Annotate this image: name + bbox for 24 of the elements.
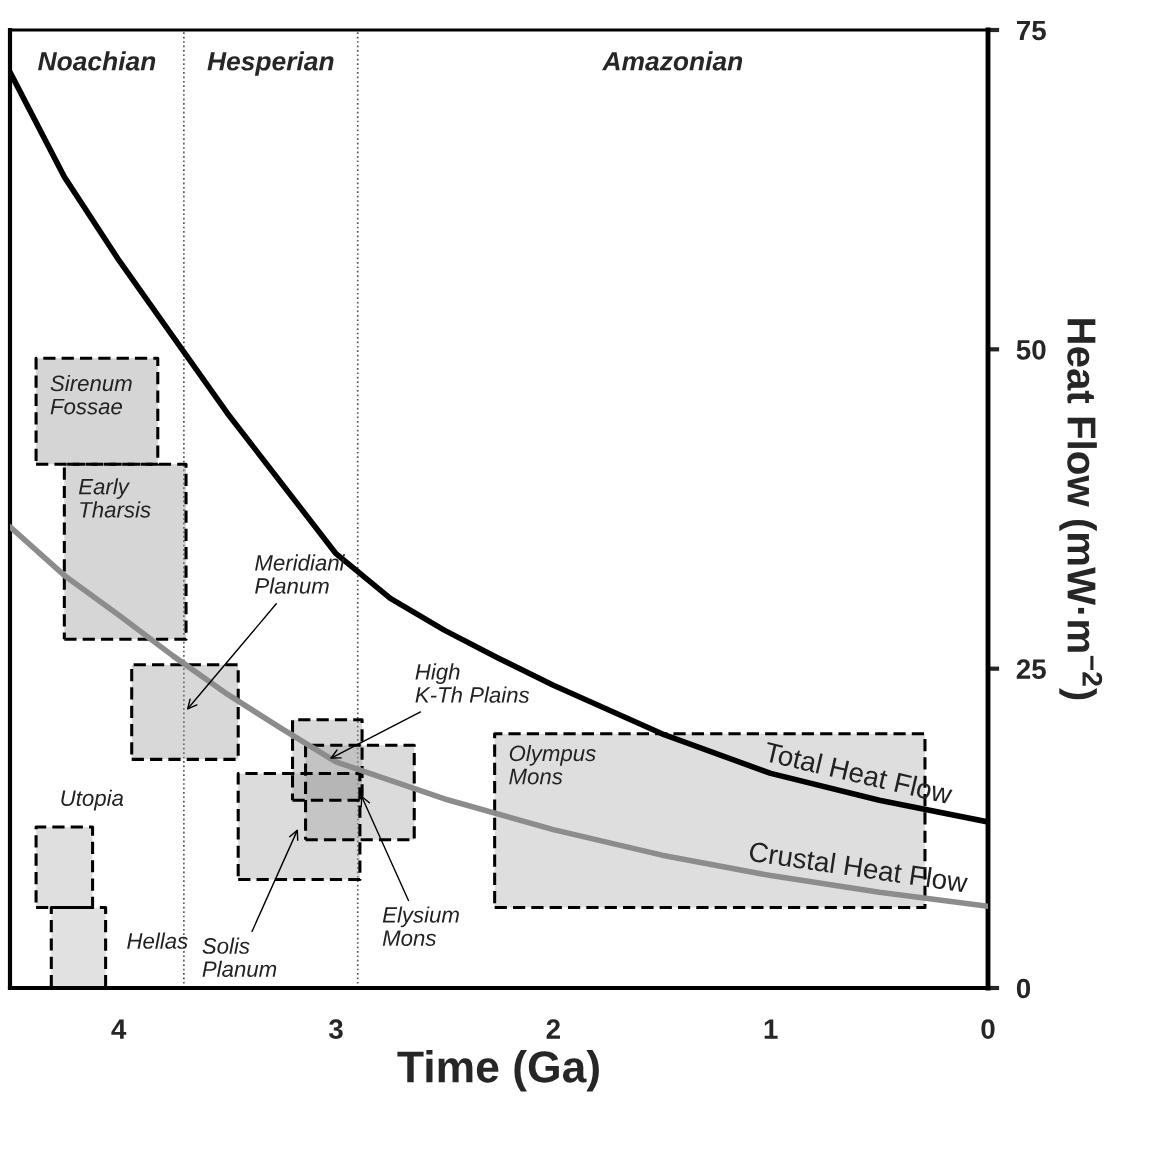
annotation: Noachian [38, 51, 156, 71]
legend-label: Solis Planum [202, 937, 277, 977]
text: Crustal Heat Flow [748, 840, 969, 893]
annotation: Amazonian [601, 51, 743, 71]
x-tick-label: 0 [981, 1019, 995, 1039]
y-tick-label: 0 [1016, 978, 1031, 999]
x-tick-label: 1 [764, 1019, 778, 1039]
legend-label: Olympus Mons [509, 744, 596, 785]
legend-label: Early Tharsis [78, 478, 151, 518]
legend-label: Elysium Mons [382, 906, 459, 946]
y-tick-label: 75 [1016, 20, 1046, 41]
legend-label: Utopia [61, 789, 124, 811]
y-tick-label: 50 [1016, 340, 1046, 360]
annotation: Hesperian [207, 51, 334, 76]
x-axis-title: Time (Ga) [397, 1050, 599, 1092]
legend-label: Sirenum Fossae [50, 374, 132, 415]
y-axis-title: Heat Flow (mW·m$^{−2}$) [1059, 319, 1103, 700]
y-tick-label: 25 [1016, 659, 1046, 680]
text: Total Heat Flow [763, 741, 954, 805]
legend-label: High K-Th Plains [415, 663, 530, 703]
x-tick-label: 4 [111, 1019, 127, 1039]
x-tick-label: 3 [328, 1019, 343, 1039]
legend-label: Hellas [127, 932, 188, 949]
x-tick-label: 2 [546, 1019, 560, 1039]
